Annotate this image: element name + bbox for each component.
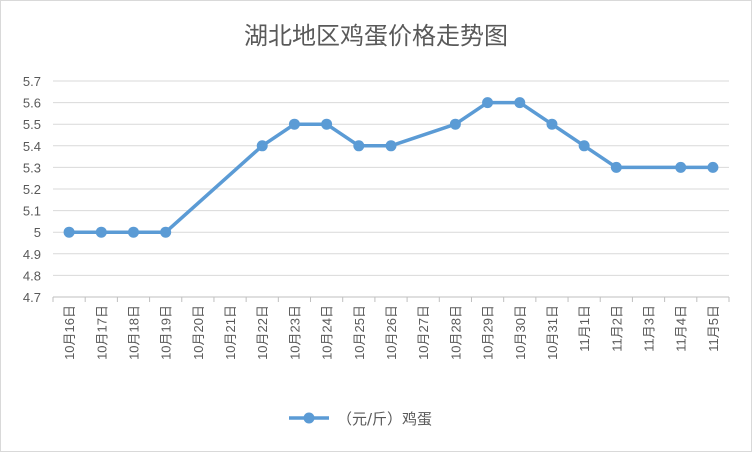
gridlines xyxy=(53,80,729,298)
y-tick-label: 5.6 xyxy=(23,96,41,111)
x-tick-label: 10月22日 xyxy=(255,305,270,360)
x-tick-label: 11月1日 xyxy=(577,305,592,352)
data-point xyxy=(449,118,461,130)
x-tick-label: 10月21日 xyxy=(223,305,238,360)
data-point xyxy=(514,97,526,109)
x-tick-label: 10月26日 xyxy=(384,305,399,360)
data-point xyxy=(707,161,719,173)
y-tick-label: 4.9 xyxy=(23,247,41,262)
legend-dot-marker xyxy=(303,412,315,424)
x-tick-label: 11月5日 xyxy=(706,305,721,352)
series-line-layer xyxy=(63,97,719,238)
data-point xyxy=(385,140,397,152)
x-tick-label: 10月27日 xyxy=(416,305,431,360)
data-point xyxy=(578,140,590,152)
data-point xyxy=(256,140,268,152)
x-tick-label: 10月20日 xyxy=(191,305,206,360)
data-point xyxy=(288,118,300,130)
x-tick-label: 10月30日 xyxy=(513,305,528,360)
y-tick-label: 5.3 xyxy=(23,160,41,175)
x-tick-label: 10月17日 xyxy=(94,305,109,360)
y-tick-label: 5.4 xyxy=(23,139,41,154)
y-tick-label: 5.7 xyxy=(23,74,41,89)
x-tick-label: 10月31日 xyxy=(545,305,560,360)
x-tick-label: 10月23日 xyxy=(287,305,302,360)
x-tick-label: 10月28日 xyxy=(448,305,463,360)
legend: （元/斤）鸡蛋 xyxy=(289,410,432,428)
y-axis-ticks: 4.7 4.8 4.9 5 5.1 5.2 5.3 5.4 5.5 5.6 5.7 xyxy=(23,74,41,305)
data-point xyxy=(610,161,622,173)
y-tick-label: 5.1 xyxy=(23,204,41,219)
data-point xyxy=(546,118,558,130)
y-tick-label: 5.2 xyxy=(23,182,41,197)
data-point xyxy=(127,226,139,238)
x-tick-label: 10月24日 xyxy=(320,305,335,360)
y-tick-label: 5 xyxy=(34,225,41,240)
x-tick-label: 10月29日 xyxy=(481,305,496,360)
y-tick-label: 5.5 xyxy=(23,117,41,132)
x-tick-label: 11月3日 xyxy=(642,305,657,352)
data-point xyxy=(95,226,107,238)
data-point xyxy=(482,97,494,109)
data-point xyxy=(160,226,172,238)
data-point xyxy=(63,226,75,238)
x-tick-label: 11月2日 xyxy=(609,305,624,352)
x-tick-label: 10月25日 xyxy=(352,305,367,360)
y-tick-label: 4.8 xyxy=(23,268,41,283)
x-tick-label: 10月16日 xyxy=(62,305,77,360)
chart-title: 湖北地区鸡蛋价格走势图 xyxy=(244,22,508,50)
y-tick-label: 4.7 xyxy=(23,290,41,305)
x-axis-ticks: 10月16日 10月17日 10月18日 10月19日 10月20日 10月21日 10月2… xyxy=(52,297,730,360)
data-point xyxy=(675,161,687,173)
legend-label: （元/斤）鸡蛋 xyxy=(337,410,432,428)
x-tick-label: 10月18日 xyxy=(126,305,141,360)
x-tick-label: 11月4日 xyxy=(674,305,689,352)
data-point xyxy=(321,118,333,130)
x-tick-label: 10月19日 xyxy=(159,305,174,360)
data-point xyxy=(353,140,365,152)
